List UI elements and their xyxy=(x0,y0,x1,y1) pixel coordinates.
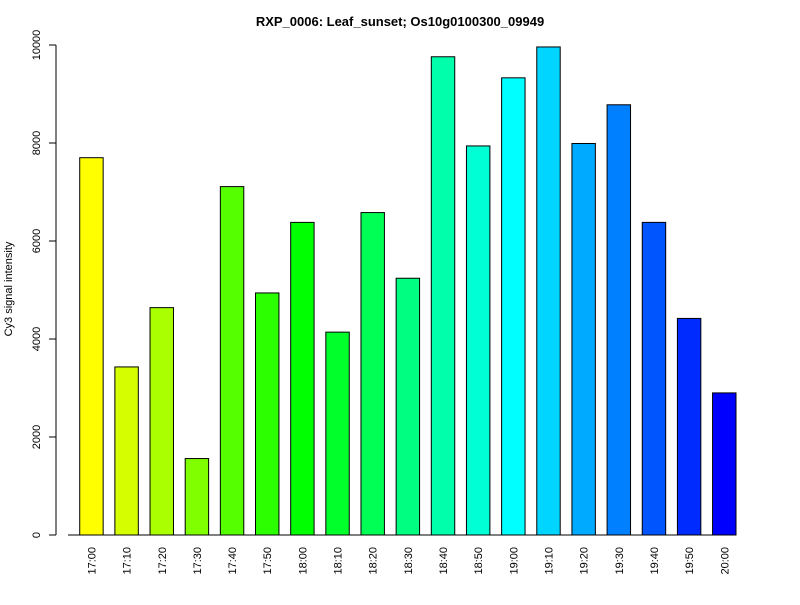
bar xyxy=(149,307,174,536)
x-tick-label: 19:30 xyxy=(614,547,626,575)
bar xyxy=(501,77,526,536)
bar xyxy=(430,56,456,536)
x-tick-label: 18:10 xyxy=(333,547,345,575)
bars-group xyxy=(79,46,737,536)
x-tick-label: 17:20 xyxy=(157,547,169,575)
bar xyxy=(114,366,139,536)
bar xyxy=(712,392,737,536)
x-tick-label: 17:30 xyxy=(192,547,204,575)
bar xyxy=(219,186,245,536)
x-tick-label: 19:20 xyxy=(579,547,591,575)
bar xyxy=(641,221,667,536)
bar xyxy=(571,142,596,536)
y-tick-label: 4000 xyxy=(31,327,43,351)
bar xyxy=(325,331,350,536)
y-tick-label: 8000 xyxy=(31,131,43,155)
x-tick-label: 17:40 xyxy=(227,547,239,575)
bar xyxy=(255,292,280,536)
bar xyxy=(395,277,421,536)
bar xyxy=(536,46,561,536)
bar xyxy=(184,458,210,536)
x-tick-label: 18:40 xyxy=(438,547,450,575)
x-tick-label: 19:00 xyxy=(508,547,520,575)
x-axis: 17:00 17:10 17:20 17:30 17:40 17:50 18:00 18:10… xyxy=(68,534,736,575)
y-tick-label: 10000 xyxy=(31,30,43,61)
bar xyxy=(360,212,385,536)
y-tick-label: 6000 xyxy=(31,229,43,253)
bar xyxy=(465,145,491,536)
x-tick-label: 18:50 xyxy=(473,547,485,575)
bar xyxy=(290,221,315,536)
x-tick-label: 20:00 xyxy=(719,547,731,575)
x-tick-label: 19:10 xyxy=(543,547,555,575)
x-tick-label: 19:40 xyxy=(649,547,661,575)
x-tick-label: 19:50 xyxy=(684,547,696,575)
x-tick-label: 18:30 xyxy=(403,547,415,575)
x-tick-label: 17:50 xyxy=(262,547,274,575)
x-tick-label: 17:00 xyxy=(86,547,98,575)
y-tick-label: 2000 xyxy=(31,425,43,449)
bar xyxy=(676,317,702,536)
x-tick-label: 18:20 xyxy=(368,547,380,575)
bar xyxy=(79,157,104,536)
y-axis: 0 2000 4000 6000 8000 10000 xyxy=(31,30,57,538)
x-tick-label: 17:10 xyxy=(122,547,134,575)
y-tick-label: 0 xyxy=(31,532,43,538)
chart-title: RXP_0006: Leaf_sunset; Os10g0100300_0994… xyxy=(256,14,544,29)
y-axis-label: Cy3 signal intensity xyxy=(3,241,15,336)
x-tick-label: 18:00 xyxy=(297,547,309,575)
bar xyxy=(606,104,632,536)
